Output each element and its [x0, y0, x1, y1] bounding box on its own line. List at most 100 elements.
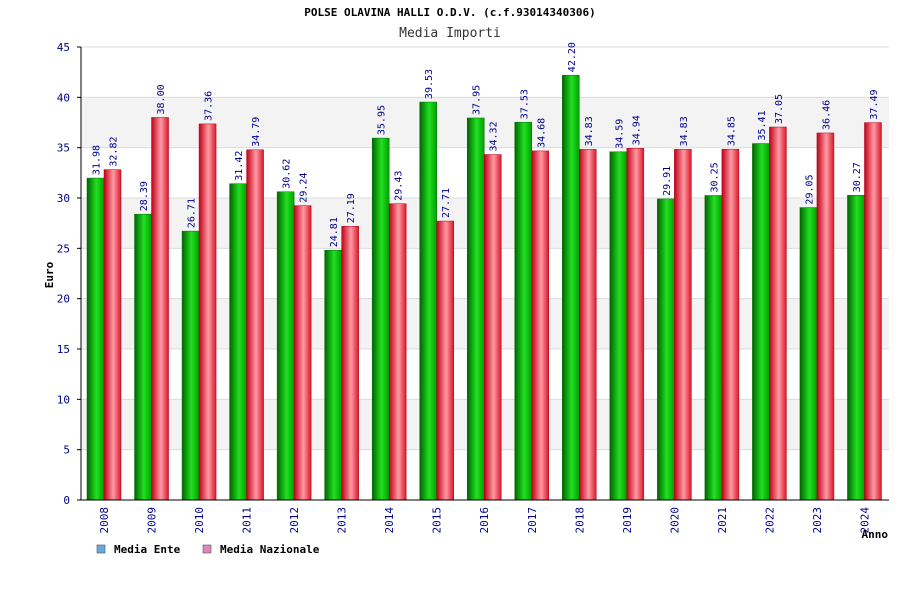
- data-label: 29.91: [662, 166, 673, 196]
- data-label: 34.68: [536, 118, 547, 148]
- bar-media-ente-2023: [799, 207, 818, 501]
- data-label: 32.82: [109, 137, 120, 167]
- data-label: 35.95: [377, 105, 388, 135]
- y-tick-label: 15: [57, 343, 70, 356]
- y-tick-label: 45: [57, 41, 70, 54]
- data-label: 42.20: [567, 42, 578, 72]
- x-tick-label: 2009: [146, 507, 159, 534]
- bar-media-nazionale-2023: [816, 132, 835, 501]
- data-label: 37.53: [519, 89, 530, 119]
- x-tick-label: 2012: [288, 507, 301, 534]
- y-tick-label: 0: [63, 494, 70, 507]
- legend-label-media-ente: Media Ente: [114, 543, 181, 556]
- data-label: 37.05: [774, 94, 785, 124]
- bar-media-nazionale-2013: [341, 226, 359, 501]
- data-label: 34.79: [251, 117, 262, 147]
- data-label: 37.49: [869, 89, 880, 119]
- data-label: 24.81: [329, 217, 340, 247]
- data-label: 39.53: [424, 69, 435, 99]
- bars: [86, 74, 882, 501]
- y-tick-label: 40: [57, 91, 70, 104]
- bar-media-ente-2016: [466, 117, 485, 501]
- data-label: 30.27: [852, 162, 863, 192]
- bar-media-nazionale-2024: [864, 122, 882, 501]
- bar-media-nazionale-2022: [769, 126, 787, 501]
- x-tick-label: 2015: [431, 507, 444, 534]
- data-label: 36.46: [821, 100, 832, 130]
- bar-media-nazionale-2010: [198, 123, 217, 501]
- data-label: 31.98: [92, 145, 103, 175]
- bar-media-nazionale-2008: [103, 169, 122, 501]
- data-label: 38.00: [156, 84, 167, 114]
- data-label: 26.71: [187, 198, 198, 228]
- bar-media-ente-2020: [657, 198, 675, 501]
- data-label: 34.83: [584, 116, 595, 146]
- legend-label-media-nazionale: Media Nazionale: [220, 543, 320, 556]
- bar-media-nazionale-2017: [531, 150, 550, 501]
- bar-media-ente-2010: [181, 230, 200, 501]
- bar-media-ente-2019: [609, 151, 628, 501]
- data-label: 34.32: [489, 121, 500, 151]
- bar-media-nazionale-2021: [721, 148, 740, 501]
- bar-media-nazionale-2019: [626, 148, 645, 501]
- data-label: 27.71: [441, 188, 452, 218]
- x-tick-label: 2018: [573, 507, 586, 534]
- data-label: 29.24: [299, 173, 310, 203]
- data-label: 34.59: [614, 119, 625, 149]
- x-tick-label: 2011: [241, 507, 254, 534]
- legend-swatch-media-ente: [96, 544, 106, 554]
- bar-media-ente-2015: [419, 101, 437, 501]
- y-axis-label: Euro: [43, 261, 56, 288]
- chart-title: POLSE OLAVINA HALLI O.D.V. (c.f.93014340…: [304, 6, 595, 19]
- bar-media-ente-2022: [752, 143, 770, 501]
- data-label: 34.94: [631, 115, 642, 145]
- bar-media-ente-2012: [276, 191, 295, 501]
- x-axis-label: Anno: [862, 528, 889, 541]
- bar-media-ente-2011: [229, 183, 247, 501]
- data-label: 37.36: [204, 91, 215, 121]
- data-label: 34.85: [726, 116, 737, 146]
- y-tick-label: 5: [63, 444, 70, 457]
- x-tick-label: 2016: [478, 507, 491, 534]
- bar-media-nazionale-2009: [151, 117, 169, 501]
- bar-media-ente-2017: [514, 121, 533, 501]
- legend: Media Ente Media Nazionale: [96, 543, 320, 556]
- legend-swatch-media-nazionale: [202, 544, 212, 554]
- x-tick-label: 2010: [193, 507, 206, 534]
- data-labels: 31.98 32.82 28.39 38.00 26.71 37.36 31.42 34.79…: [92, 42, 880, 247]
- x-tick-label: 2017: [526, 507, 539, 534]
- bar-media-nazionale-2011: [246, 149, 264, 501]
- chart-subtitle: Media Importi: [399, 26, 501, 41]
- bar-media-ente-2021: [704, 195, 723, 501]
- bar-media-ente-2024: [847, 195, 865, 501]
- x-tick-label: 2020: [668, 507, 681, 534]
- bar-media-nazionale-2014: [388, 203, 407, 501]
- bar-media-nazionale-2020: [674, 149, 692, 501]
- x-tick-label: 2023: [811, 507, 824, 534]
- y-tick-label: 20: [57, 293, 70, 306]
- bar-media-ente-2009: [134, 213, 152, 501]
- bar-media-nazionale-2015: [436, 220, 454, 501]
- bar-media-nazionale-2018: [579, 149, 597, 501]
- x-tick-label: 2024: [858, 507, 871, 534]
- data-label: 31.42: [234, 151, 245, 181]
- plot-band: [81, 47, 889, 98]
- data-label: 35.41: [757, 110, 768, 140]
- bar-media-ente-2018: [562, 74, 580, 501]
- x-tick-label: 2013: [336, 507, 349, 534]
- y-tick-label: 25: [57, 242, 70, 255]
- bar-media-nazionale-2012: [293, 205, 312, 501]
- data-label: 29.05: [804, 174, 815, 204]
- y-tick-label: 35: [57, 142, 70, 155]
- legend-item-media-nazionale: Media Nazionale: [202, 543, 320, 556]
- data-label: 34.83: [679, 116, 690, 146]
- legend-item-media-ente: Media Ente: [96, 543, 181, 556]
- data-label: 27.19: [346, 193, 357, 223]
- data-label: 30.25: [709, 162, 720, 192]
- x-axis-ticks: 2008 2009 2010 2011 2012 2013 2014 2015 2016 2017…: [98, 507, 871, 534]
- bar-media-ente-2008: [86, 177, 105, 501]
- x-tick-label: 2014: [383, 507, 396, 534]
- x-tick-label: 2019: [621, 507, 634, 534]
- x-tick-label: 2008: [98, 507, 111, 534]
